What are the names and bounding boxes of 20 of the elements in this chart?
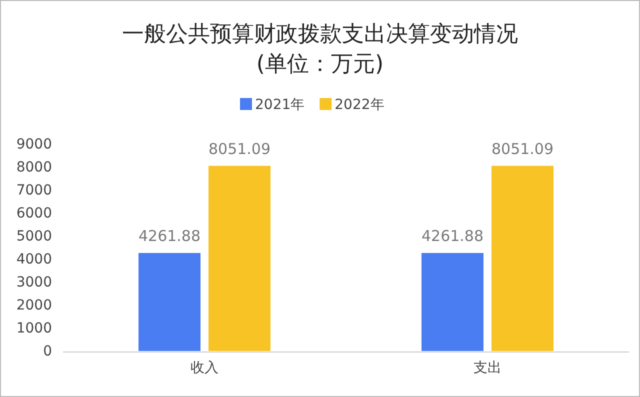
y-tick-label: 8000 — [16, 159, 52, 176]
y-tick-label: 4000 — [16, 251, 52, 268]
chart-subtitle: (单位：万元) — [256, 52, 384, 77]
legend-label: 2022年 — [334, 97, 384, 113]
x-tick-label: 支出 — [474, 360, 502, 376]
y-tick-label: 9000 — [16, 136, 52, 152]
y-tick-label: 2000 — [16, 297, 52, 314]
y-tick-label: 5000 — [16, 228, 52, 244]
data-label: 4261.88 — [138, 226, 201, 245]
y-tick-label: 3000 — [16, 274, 52, 290]
y-tick-label: 7000 — [16, 182, 52, 198]
chart-title: 一般公共预算财政拨款支出决算变动情况 — [122, 22, 518, 47]
y-tick-label: 1000 — [16, 320, 52, 336]
y-tick-label: 0 — [43, 343, 52, 360]
data-label: 8051.09 — [491, 140, 554, 158]
data-label: 8051.09 — [208, 140, 271, 158]
data-label: 4261.88 — [421, 226, 484, 245]
y-tick-label: 6000 — [16, 205, 52, 222]
legend-label: 2021年 — [255, 97, 305, 113]
x-tick-label: 收入 — [190, 360, 218, 376]
